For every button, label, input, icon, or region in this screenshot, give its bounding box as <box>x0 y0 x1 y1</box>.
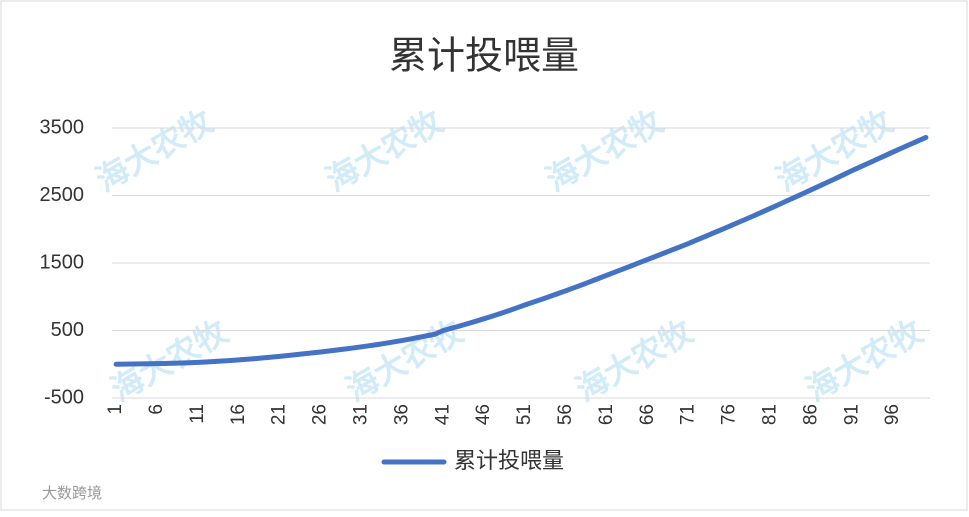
x-tick-label: 1 <box>105 404 126 415</box>
y-tick-label: 1500 <box>40 251 85 273</box>
x-tick-label: 56 <box>555 404 576 425</box>
x-tick-label: 71 <box>678 404 699 425</box>
x-tick-label: 76 <box>719 404 740 425</box>
x-tick-label: 51 <box>514 404 535 425</box>
x-tick-label: 91 <box>841 404 862 425</box>
line-series <box>113 134 929 367</box>
x-tick-label: 86 <box>800 404 821 425</box>
x-tick-label: 96 <box>882 404 903 425</box>
x-tick-label: 61 <box>596 404 617 425</box>
y-tick-label: 3500 <box>40 116 85 138</box>
y-tick-label: -500 <box>44 386 84 408</box>
chart-title: 累计投喂量 <box>389 36 579 78</box>
x-tick-label: 41 <box>432 404 453 425</box>
x-tick-label: 36 <box>391 404 412 425</box>
logo: 大数跨境 <box>42 484 102 502</box>
legend-label: 累计投喂量 <box>454 448 564 473</box>
x-tick-label: 6 <box>146 404 167 415</box>
x-tick-label: 31 <box>351 404 372 425</box>
x-tick-label: 11 <box>187 404 208 424</box>
x-tick-label: 66 <box>637 404 658 425</box>
x-tick-label: 16 <box>228 404 249 425</box>
y-tick-label: 2500 <box>40 184 85 206</box>
y-tick-label: 500 <box>51 319 84 341</box>
x-tick-label: 81 <box>760 404 781 425</box>
x-tick-label: 46 <box>473 404 494 425</box>
x-tick-label: 21 <box>269 404 290 425</box>
x-tick-label: 26 <box>310 404 331 425</box>
